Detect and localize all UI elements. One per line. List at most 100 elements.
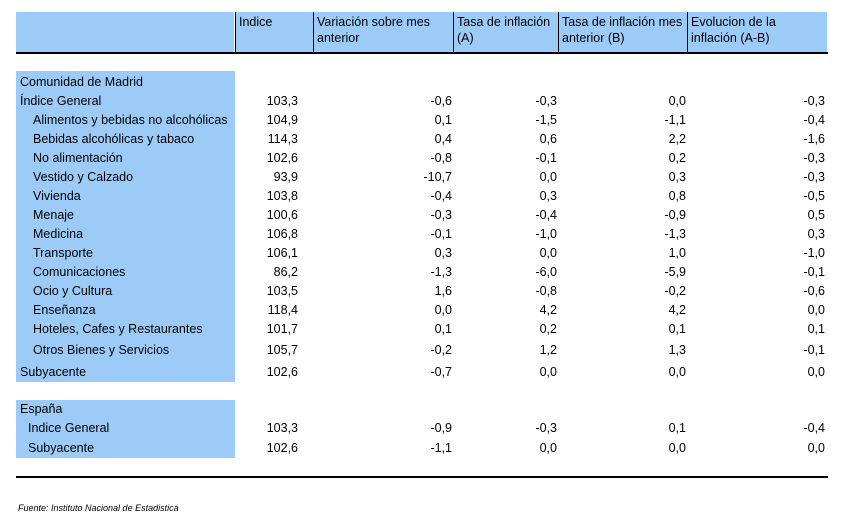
section-title: España — [20, 402, 63, 416]
row-label: Alimentos y bebidas no alcohólicas — [33, 113, 228, 127]
cell-tasa-b: -0,9 — [664, 208, 686, 222]
table-row: Vestido y Calzado 93,9 -10,7 0,0 0,3 -0,… — [0, 168, 855, 187]
cell-indice: 105,7 — [266, 343, 298, 357]
cell-tasa-a: 0,0 — [539, 441, 557, 455]
cell-indice: 118,4 — [267, 303, 298, 317]
cell-tasa-b: -5,9 — [664, 265, 686, 279]
table-bottom-rule — [16, 476, 828, 478]
source-note: Fuente: Instituto Nacional de Estadistic… — [18, 503, 179, 513]
cell-indice: 102,6 — [266, 151, 298, 165]
table-row: Hoteles, Cafes y Restaurantes 101,7 0,1 … — [0, 320, 855, 339]
cell-indice: 93,9 — [273, 170, 298, 184]
cell-variacion: 0,1 — [434, 113, 452, 127]
row-label: Vivienda — [33, 189, 81, 203]
cell-tasa-b: 4,2 — [668, 303, 686, 317]
cell-tasa-a: 0,0 — [539, 246, 557, 260]
table-row: Indice General 103,3 -0,9 -0,3 0,1 -0,4 — [0, 419, 855, 438]
row-label: Índice General — [20, 94, 102, 108]
cell-evolucion: -1,6 — [803, 132, 825, 146]
table-row: Ocio y Cultura 103,5 1,6 -0,8 -0,2 -0,6 — [0, 282, 855, 301]
cell-indice: 86,2 — [273, 265, 298, 279]
header-col-indice: Indice — [236, 12, 313, 52]
table-row: Alimentos y bebidas no alcohólicas 104,9… — [0, 111, 855, 130]
header-divider — [687, 12, 688, 52]
cell-tasa-b: 0,1 — [668, 322, 686, 336]
cell-evolucion: 0,1 — [807, 322, 825, 336]
cell-tasa-b: -0,2 — [664, 284, 686, 298]
table-row: Subyacente 102,6 -0,7 0,0 0,0 0,0 — [0, 363, 855, 382]
row-label: Vestido y Calzado — [33, 170, 134, 184]
header-col-tasa-a: Tasa de inflación (A) — [454, 12, 558, 52]
cell-evolucion: 0,3 — [807, 227, 825, 241]
cell-variacion: 0,3 — [434, 246, 452, 260]
row-label: Subyacente — [28, 441, 95, 455]
cell-indice: 101,7 — [266, 322, 298, 336]
cell-variacion: -0,2 — [430, 343, 452, 357]
row-label: Transporte — [33, 246, 93, 260]
row-label: Menaje — [33, 208, 74, 222]
row-label: Otros Bienes y Servicios — [33, 343, 170, 357]
cell-tasa-b: 0,2 — [668, 151, 686, 165]
madrid-label-column — [16, 71, 235, 382]
cell-evolucion: 0,5 — [807, 208, 825, 222]
row-label: Comunicaciones — [33, 265, 126, 279]
header-col-variacion: Variación sobre mes anterior — [314, 12, 453, 52]
cell-tasa-b: 1,3 — [668, 343, 686, 357]
cell-tasa-a: 0,0 — [539, 170, 557, 184]
cell-variacion: -1,3 — [430, 265, 452, 279]
cell-tasa-a: -1,5 — [535, 113, 557, 127]
cell-evolucion: 0,0 — [807, 441, 825, 455]
cell-tasa-b: 2,2 — [668, 132, 686, 146]
table-row: Comunicaciones 86,2 -1,3 -6,0 -5,9 -0,1 — [0, 263, 855, 282]
cell-indice: 106,1 — [266, 246, 298, 260]
table-row: Transporte 106,1 0,3 0,0 1,0 -1,0 — [0, 244, 855, 263]
table-row: Índice General 103,3 -0,6 -0,3 0,0 -0,3 — [0, 92, 855, 111]
cell-evolucion: -0,3 — [803, 94, 825, 108]
cell-tasa-a: -0,3 — [535, 421, 557, 435]
cell-tasa-b: -1,1 — [664, 113, 686, 127]
row-label: Subyacente — [20, 365, 87, 379]
cell-tasa-a: -0,8 — [535, 284, 557, 298]
cell-indice: 100,6 — [266, 208, 298, 222]
cell-variacion: 0,4 — [434, 132, 452, 146]
cell-evolucion: 0,0 — [807, 303, 825, 317]
cell-tasa-a: -6,0 — [535, 265, 557, 279]
cell-tasa-a: 0,3 — [539, 189, 557, 203]
section-title: Comunidad de Madrid — [20, 75, 143, 89]
cell-evolucion: -1,0 — [803, 246, 825, 260]
cell-tasa-a: 0,6 — [539, 132, 557, 146]
header-blank-cell — [16, 12, 234, 52]
cell-indice: 102,6 — [266, 365, 298, 379]
cell-indice: 103,8 — [266, 189, 298, 203]
cell-variacion: -0,3 — [430, 208, 452, 222]
cell-tasa-a: -1,0 — [535, 227, 557, 241]
cell-variacion: -10,7 — [423, 170, 453, 184]
cell-indice: 104,9 — [266, 113, 298, 127]
cell-variacion: 1,6 — [434, 284, 452, 298]
row-label: Medicina — [33, 227, 84, 241]
cell-tasa-a: -0,4 — [535, 208, 557, 222]
cell-tasa-b: 0,8 — [668, 189, 686, 203]
table-row: Bebidas alcohólicas y tabaco 114,3 0,4 0… — [0, 130, 855, 149]
cell-evolucion: -0,3 — [803, 170, 825, 184]
row-label: Hoteles, Cafes y Restaurantes — [33, 322, 203, 336]
espana-label-column — [16, 400, 235, 458]
cell-indice: 102,6 — [266, 441, 298, 455]
row-label: Bebidas alcohólicas y tabaco — [33, 132, 195, 146]
cell-indice: 103,5 — [266, 284, 298, 298]
cell-variacion: -0,9 — [430, 421, 452, 435]
cell-variacion: 0,1 — [434, 322, 452, 336]
cell-tasa-b: -1,3 — [664, 227, 686, 241]
cell-tasa-a: 1,2 — [539, 343, 557, 357]
cell-evolucion: -0,4 — [803, 421, 825, 435]
cell-evolucion: -0,3 — [803, 151, 825, 165]
cell-evolucion: -0,5 — [803, 189, 825, 203]
cell-indice: 106,8 — [266, 227, 298, 241]
header-divider — [235, 12, 236, 52]
cell-tasa-a: -0,3 — [535, 94, 557, 108]
cell-indice: 103,3 — [266, 94, 298, 108]
cell-tasa-a: 0,2 — [539, 322, 557, 336]
header-divider — [313, 12, 314, 52]
cell-tasa-b: 0,1 — [668, 421, 686, 435]
header-bottom-rule — [16, 52, 828, 54]
